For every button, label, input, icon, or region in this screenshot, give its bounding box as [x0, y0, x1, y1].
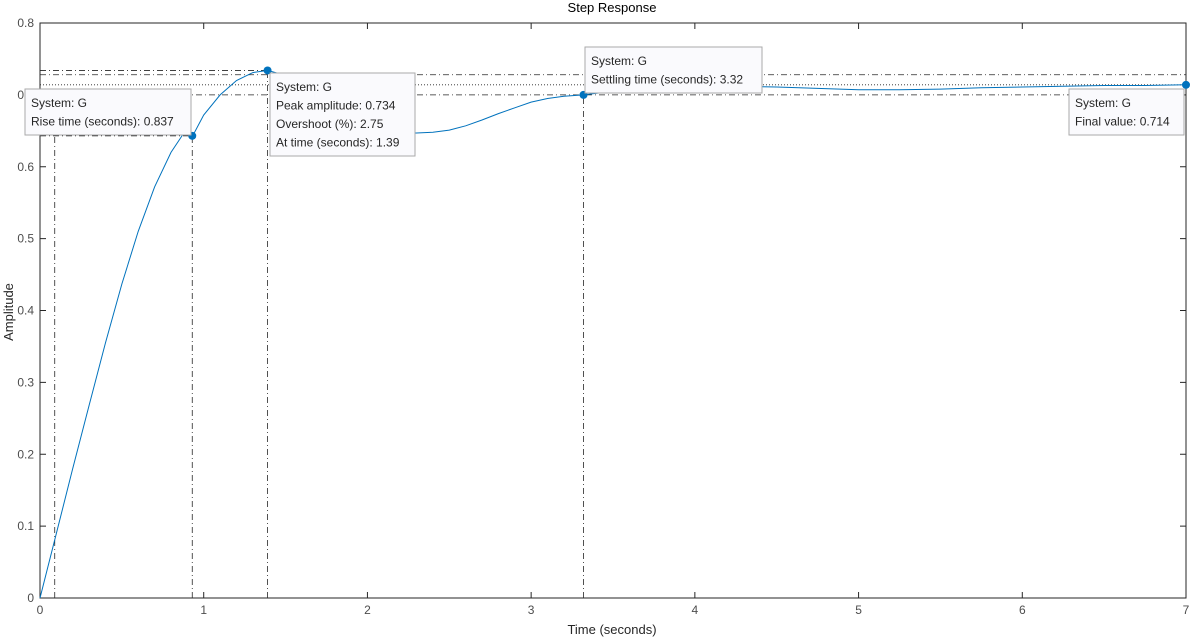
y-tick-label: 0: [27, 591, 34, 605]
final-value-tip-line: Final value: 0.714: [1075, 115, 1170, 129]
series-layer: [39, 69, 1187, 599]
settling-time-tip-line: System: G: [591, 54, 647, 68]
peak-tip-line: System: G: [276, 80, 332, 94]
settling-time-tip-line: Settling time (seconds): 3.32: [591, 73, 743, 87]
final-value-tip-box: [1068, 88, 1185, 136]
plot-box: [39, 22, 1187, 599]
settling-time-tip: System: G Settling time (seconds): 3.32: [584, 46, 763, 94]
peak-tip: System: G Peak amplitude: 0.734 Overshoot …: [269, 72, 416, 157]
y-tick-label: 0.3: [17, 375, 34, 389]
peak-tip-line: Overshoot (%): 2.75: [276, 117, 384, 131]
y-tick-label: 0.4: [17, 304, 34, 318]
x-tick-label: 3: [528, 603, 535, 617]
y-tick-label: 0.1: [17, 519, 34, 533]
data-marker-3: [1182, 80, 1190, 89]
x-tick-label: 7: [1183, 603, 1190, 617]
final-value-tip-line: System: G: [1075, 96, 1131, 110]
response-line: [39, 69, 1187, 599]
x-tick-label: 1: [200, 603, 207, 617]
y-tick-label: 0.2: [17, 447, 34, 461]
x-axis-label: Time (seconds): [567, 622, 656, 637]
y-tick-label: 0.8: [17, 16, 34, 30]
data-marker-1: [263, 66, 272, 75]
settling-time-tip-box: [584, 46, 763, 94]
chart-title: Step Response: [568, 0, 657, 15]
rise-time-tip-line: Rise time (seconds): 0.837: [31, 115, 174, 129]
x-tick-label: 6: [1019, 603, 1026, 617]
rise-time-tip-box: [24, 88, 192, 136]
rise-time-tip: System: G Rise time (seconds): 0.837: [24, 88, 192, 136]
rise-time-tip-line: System: G: [31, 96, 87, 110]
x-tick-label: 4: [692, 603, 699, 617]
x-tick-label: 5: [855, 603, 862, 617]
x-tick-label: 2: [364, 603, 371, 617]
x-tick-label: 0: [37, 603, 44, 617]
peak-tip-line: At time (seconds): 1.39: [276, 136, 400, 150]
final-value-tip: System: G Final value: 0.714: [1068, 88, 1185, 136]
y-tick-label: 0.6: [17, 160, 34, 174]
peak-tip-box: [269, 72, 416, 157]
y-axis-label: Amplitude: [1, 283, 16, 341]
y-tick-label: 0.5: [17, 232, 34, 246]
peak-tip-line: Peak amplitude: 0.734: [276, 99, 396, 113]
reference-lines: [40, 70, 1186, 598]
